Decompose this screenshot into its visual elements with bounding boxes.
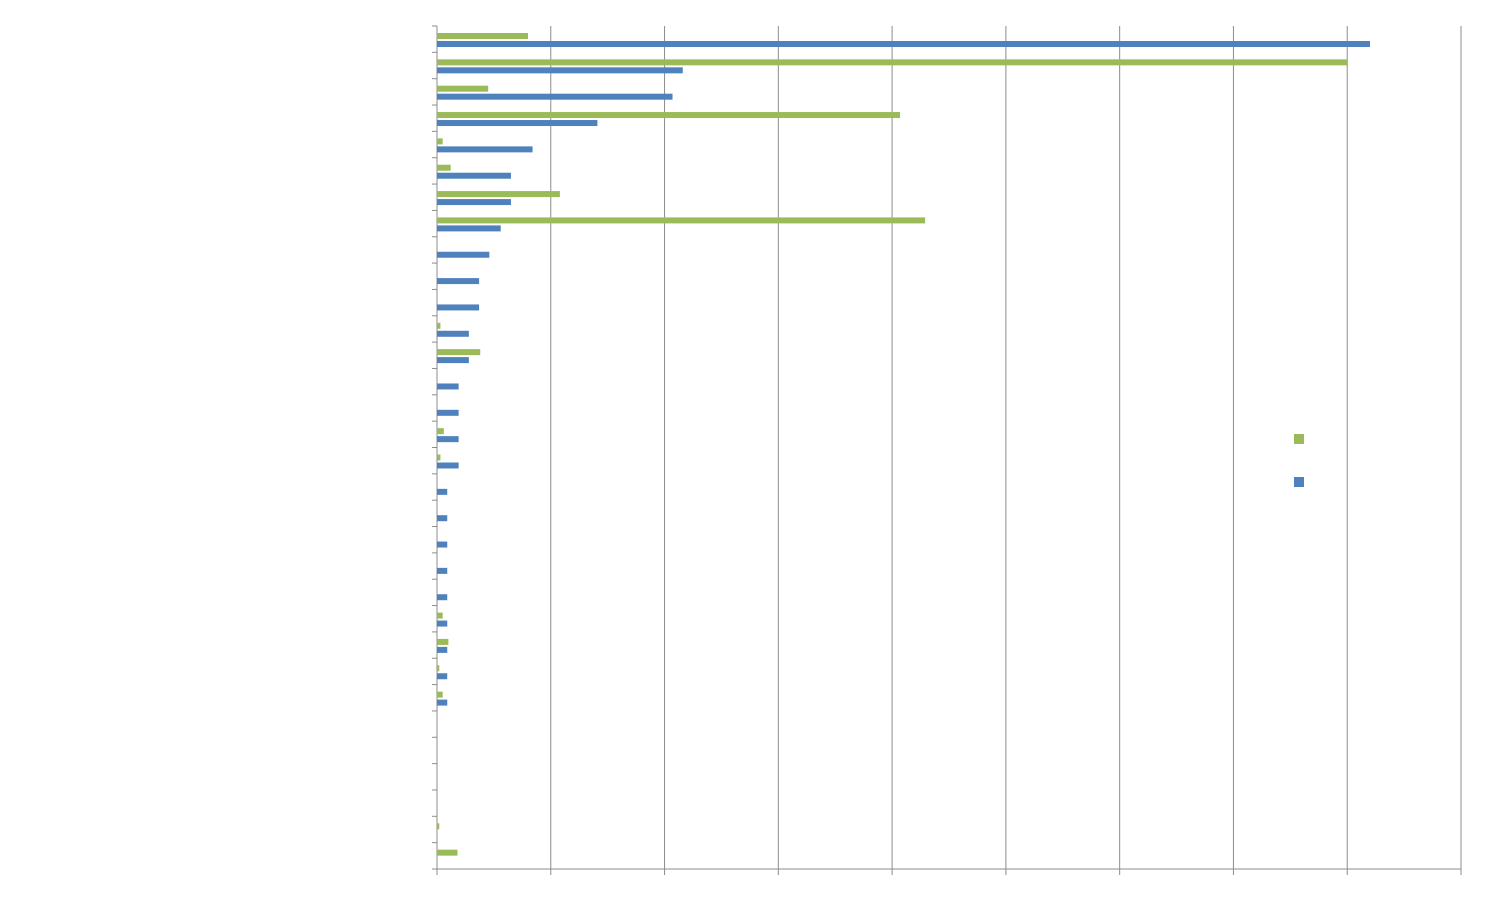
bar-series-2 bbox=[437, 383, 459, 390]
legend-marker-series-2 bbox=[1294, 477, 1304, 487]
bar-series-1 bbox=[437, 112, 901, 119]
bar-series-2 bbox=[437, 436, 459, 443]
bar-series-2 bbox=[437, 620, 448, 627]
bar-series-2 bbox=[437, 251, 490, 258]
bar-series-2 bbox=[437, 462, 459, 469]
bar-series-2 bbox=[437, 199, 511, 206]
bar-series-2 bbox=[437, 488, 448, 495]
bar-series-2 bbox=[437, 67, 683, 74]
bar-series-2 bbox=[437, 304, 480, 311]
bar-series-1 bbox=[437, 638, 449, 645]
bar-series-2 bbox=[437, 225, 501, 232]
bar-series-2 bbox=[437, 278, 480, 285]
bar-series-1 bbox=[437, 33, 529, 39]
bar-series-2 bbox=[437, 409, 459, 416]
bar-series-2 bbox=[437, 541, 448, 548]
bar-series-1 bbox=[437, 691, 443, 698]
bar-series-1 bbox=[437, 85, 489, 92]
bar-series-2 bbox=[437, 330, 469, 337]
bar-series-1 bbox=[437, 849, 458, 856]
bar-series-2 bbox=[437, 41, 1370, 47]
bar-series-2 bbox=[437, 646, 448, 653]
bar-series-1 bbox=[437, 349, 481, 356]
bar-series-1 bbox=[437, 217, 926, 224]
bar-series-1 bbox=[437, 823, 440, 830]
bar-series-1 bbox=[437, 138, 443, 145]
bar-series-2 bbox=[437, 567, 448, 574]
bar-series-1 bbox=[437, 428, 444, 435]
bar-series-1 bbox=[437, 322, 441, 329]
bar-series-2 bbox=[437, 120, 598, 127]
bar-series-2 bbox=[437, 699, 448, 706]
bar-series-2 bbox=[437, 673, 448, 680]
bar-series-1 bbox=[437, 612, 443, 619]
bar-series-1 bbox=[437, 164, 451, 171]
bar-series-1 bbox=[437, 191, 560, 198]
bar-series-1 bbox=[437, 59, 1348, 66]
bar-series-1 bbox=[437, 454, 441, 461]
bar-series-2 bbox=[437, 93, 673, 100]
bar-series-2 bbox=[437, 146, 533, 153]
bar-series-2 bbox=[437, 357, 469, 364]
legend-marker-series-1 bbox=[1294, 434, 1304, 444]
bar-series-2 bbox=[437, 594, 448, 601]
bar-series-2 bbox=[437, 172, 511, 179]
bar-series-1 bbox=[437, 665, 440, 672]
bar-series-2 bbox=[437, 515, 448, 522]
